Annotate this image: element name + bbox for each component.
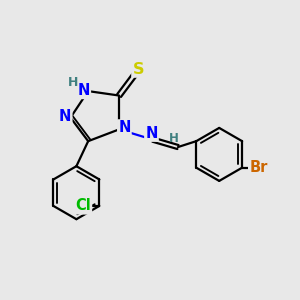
Text: N: N bbox=[145, 126, 158, 141]
Text: N: N bbox=[78, 83, 90, 98]
Text: Br: Br bbox=[249, 160, 268, 175]
Text: H: H bbox=[68, 76, 78, 89]
Text: Cl: Cl bbox=[75, 198, 91, 213]
Text: N: N bbox=[118, 120, 130, 135]
Text: S: S bbox=[133, 61, 144, 76]
Text: H: H bbox=[169, 132, 178, 145]
Text: N: N bbox=[59, 109, 71, 124]
